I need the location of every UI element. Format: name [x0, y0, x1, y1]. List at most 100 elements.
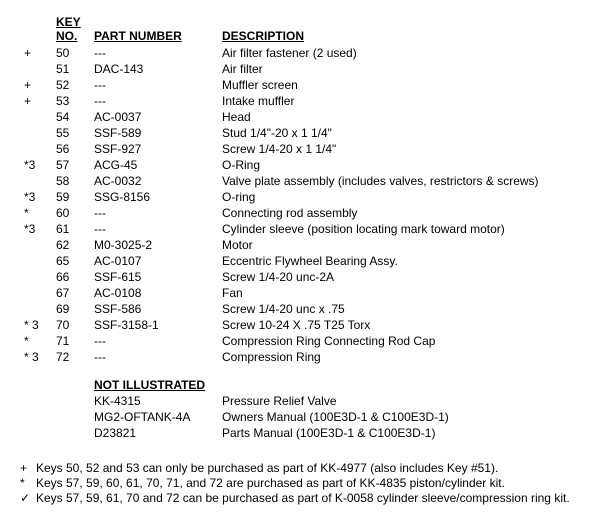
cell-key: 66 — [52, 269, 90, 285]
footnote-text: Keys 57, 59, 60, 61, 70, 71, and 72 are … — [36, 476, 505, 490]
footnote-symbol: + — [20, 461, 36, 475]
table-row: 54AC-0037Head — [20, 109, 543, 125]
cell-key: 60 — [52, 205, 90, 221]
table-row: 56SSF-927Screw 1/4-20 x 1 1/4" — [20, 141, 543, 157]
cell-part: D23821 — [90, 425, 218, 441]
cell-symbol — [20, 301, 52, 317]
table-row: *361---Cylinder sleeve (position locatin… — [20, 221, 543, 237]
cell-part: DAC-143 — [90, 61, 218, 77]
cell-symbol: * 3 — [20, 317, 52, 333]
cell-symbol — [20, 285, 52, 301]
cell-part: --- — [90, 45, 218, 61]
cell-key: 53 — [52, 93, 90, 109]
cell-symbol — [20, 237, 52, 253]
cell-desc: Air filter fastener (2 used) — [218, 45, 543, 61]
footnotes-section: +Keys 50, 52 and 53 can only be purchase… — [20, 461, 581, 505]
cell-part: ACG-45 — [90, 157, 218, 173]
cell-key: 56 — [52, 141, 90, 157]
cell-key: 65 — [52, 253, 90, 269]
table-row: 67AC-0108Fan — [20, 285, 543, 301]
cell-desc: Cylinder sleeve (position locating mark … — [218, 221, 543, 237]
cell-desc: Muffler screen — [218, 77, 543, 93]
footnote-line: *Keys 57, 59, 60, 61, 70, 71, and 72 are… — [20, 476, 581, 490]
footnote-symbol: * — [20, 476, 36, 490]
table-row: *71---Compression Ring Connecting Rod Ca… — [20, 333, 543, 349]
cell-symbol: * 3 — [20, 349, 52, 365]
not-illustrated-row: KK-4315Pressure Relief Valve — [20, 393, 543, 409]
cell-desc: Valve plate assembly (includes valves, r… — [218, 173, 543, 189]
cell-part: SSF-3158-1 — [90, 317, 218, 333]
cell-part: SSF-586 — [90, 301, 218, 317]
cell-key: 67 — [52, 285, 90, 301]
cell-part: MG2-OFTANK-4A — [90, 409, 218, 425]
table-row: * 372---Compression Ring — [20, 349, 543, 365]
cell-part: SSF-589 — [90, 125, 218, 141]
table-row: +52---Muffler screen — [20, 77, 543, 93]
cell-part: --- — [90, 333, 218, 349]
cell-key: 58 — [52, 173, 90, 189]
cell-key: 52 — [52, 77, 90, 93]
cell-part: --- — [90, 349, 218, 365]
cell-part: AC-0032 — [90, 173, 218, 189]
cell-symbol: *3 — [20, 189, 52, 205]
footnote-text: Keys 50, 52 and 53 can only be purchased… — [36, 461, 498, 475]
cell-desc: Air filter — [218, 61, 543, 77]
table-row: 69SSF-586Screw 1/4-20 unc x .75 — [20, 301, 543, 317]
cell-key: 55 — [52, 125, 90, 141]
table-row: *359SSG-8156O-ring — [20, 189, 543, 205]
cell-symbol: *3 — [20, 157, 52, 173]
cell-key: 59 — [52, 189, 90, 205]
cell-symbol — [20, 253, 52, 269]
not-illustrated-label: NOT ILLUSTRATED — [90, 377, 543, 393]
cell-key: 57 — [52, 157, 90, 173]
table-row: 55SSF-589Stud 1/4"-20 x 1 1/4" — [20, 125, 543, 141]
cell-key: 70 — [52, 317, 90, 333]
col-header-desc: DESCRIPTION — [218, 15, 543, 45]
col-header-key: KEY NO. — [52, 15, 90, 45]
cell-desc: Owners Manual (100E3D-1 & C100E3D-1) — [218, 409, 543, 425]
table-row: +53---Intake muffler — [20, 93, 543, 109]
cell-part: --- — [90, 93, 218, 109]
cell-part: KK-4315 — [90, 393, 218, 409]
key-header-top: KEY — [56, 15, 86, 29]
cell-desc: Intake muffler — [218, 93, 543, 109]
spacer-row — [20, 365, 543, 377]
cell-part: --- — [90, 221, 218, 237]
cell-desc: Stud 1/4"-20 x 1 1/4" — [218, 125, 543, 141]
cell-desc: Connecting rod assembly — [218, 205, 543, 221]
table-row: 66SSF-615Screw 1/4-20 unc-2A — [20, 269, 543, 285]
cell-symbol — [20, 269, 52, 285]
cell-symbol: * — [20, 333, 52, 349]
table-row: 65AC-0107Eccentric Flywheel Bearing Assy… — [20, 253, 543, 269]
cell-symbol — [20, 125, 52, 141]
cell-desc: Motor — [218, 237, 543, 253]
cell-key: 72 — [52, 349, 90, 365]
cell-symbol — [20, 61, 52, 77]
cell-part: SSF-927 — [90, 141, 218, 157]
cell-part: --- — [90, 205, 218, 221]
cell-part: AC-0107 — [90, 253, 218, 269]
cell-desc: Compression Ring — [218, 349, 543, 365]
not-illustrated-row: MG2-OFTANK-4AOwners Manual (100E3D-1 & C… — [20, 409, 543, 425]
footnote-line: ✓Keys 57, 59, 61, 70 and 72 can be purch… — [20, 491, 581, 505]
not-illustrated-header-row: NOT ILLUSTRATED — [20, 377, 543, 393]
footnote-line: +Keys 50, 52 and 53 can only be purchase… — [20, 461, 581, 475]
cell-desc: Screw 1/4-20 x 1 1/4" — [218, 141, 543, 157]
cell-key: 61 — [52, 221, 90, 237]
col-header-symbol — [20, 15, 52, 45]
cell-part: SSF-615 — [90, 269, 218, 285]
cell-part: AC-0108 — [90, 285, 218, 301]
table-row: 62M0-3025-2Motor — [20, 237, 543, 253]
not-illustrated-row: D23821Parts Manual (100E3D-1 & C100E3D-1… — [20, 425, 543, 441]
cell-desc: Eccentric Flywheel Bearing Assy. — [218, 253, 543, 269]
cell-key: 51 — [52, 61, 90, 77]
cell-symbol — [20, 141, 52, 157]
cell-desc: Screw 1/4-20 unc x .75 — [218, 301, 543, 317]
cell-key: 62 — [52, 237, 90, 253]
cell-part: --- — [90, 77, 218, 93]
key-header-bottom: NO. — [56, 29, 86, 43]
cell-part: SSG-8156 — [90, 189, 218, 205]
cell-desc: Screw 1/4-20 unc-2A — [218, 269, 543, 285]
cell-symbol — [20, 109, 52, 125]
parts-list-table: KEY NO. PART NUMBER DESCRIPTION +50---Ai… — [20, 15, 543, 441]
